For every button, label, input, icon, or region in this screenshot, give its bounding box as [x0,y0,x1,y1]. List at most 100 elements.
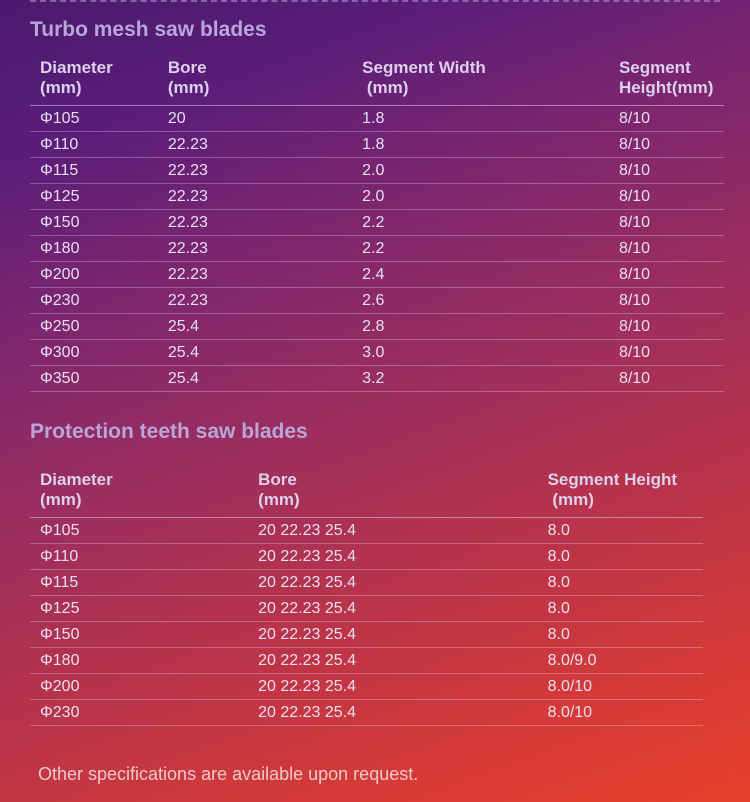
table-cell: 8.0 [542,596,704,622]
table-cell: 2.6 [356,288,613,314]
table-cell: Φ180 [30,236,162,262]
table-row: Φ25025.42.88/10 [30,314,724,340]
table-cell: 22.23 [162,236,356,262]
table-cell: Φ105 [30,106,162,132]
table-row: Φ11522.232.08/10 [30,158,724,184]
col-diameter: Diameter(mm) [30,54,162,106]
table-cell: 25.4 [162,340,356,366]
section-title-protection: Protection teeth saw blades [30,420,724,444]
table-cell: Φ230 [30,288,162,314]
col-bore: Bore(mm) [162,54,356,106]
table-cell: 2.4 [356,262,613,288]
table-row: Φ20022.232.48/10 [30,262,724,288]
table-cell: Φ115 [30,158,162,184]
table-cell: Φ200 [30,262,162,288]
table-cell: 25.4 [162,366,356,392]
table-row: Φ30025.43.08/10 [30,340,724,366]
table-cell: 22.23 [162,288,356,314]
table-cell: 8/10 [613,158,724,184]
table-row: Φ10520 22.23 25.48.0 [30,518,703,544]
table-cell: 8/10 [613,106,724,132]
footer-note: Other specifications are available upon … [38,764,724,785]
table-cell: 20 22.23 25.4 [252,700,541,726]
table-cell: 20 22.23 25.4 [252,518,541,544]
table-cell: 3.2 [356,366,613,392]
protection-tbody: Φ10520 22.23 25.48.0Φ11020 22.23 25.48.0… [30,518,703,726]
table-cell: 8/10 [613,366,724,392]
content-wrapper: Turbo mesh saw blades Diameter(mm) Bore(… [0,0,750,785]
table-header-row: Diameter(mm) Bore(mm) Segment Height (mm… [30,466,703,518]
table-cell: 22.23 [162,210,356,236]
table-cell: 8.0/10 [542,674,704,700]
table-cell: 8.0 [542,544,704,570]
table-row: Φ11020 22.23 25.48.0 [30,544,703,570]
section-title-turbo: Turbo mesh saw blades [30,18,724,42]
table-cell: Φ150 [30,210,162,236]
table-cell: 22.23 [162,158,356,184]
table-row: Φ11520 22.23 25.48.0 [30,570,703,596]
table-cell: 20 22.23 25.4 [252,544,541,570]
table-cell: Φ200 [30,674,252,700]
table-cell: 22.23 [162,184,356,210]
table-cell: Φ350 [30,366,162,392]
table-cell: 1.8 [356,132,613,158]
table-cell: 2.0 [356,158,613,184]
table-cell: 22.23 [162,132,356,158]
table-cell: 2.2 [356,210,613,236]
table-header-row: Diameter(mm) Bore(mm) Segment Width (mm)… [30,54,724,106]
table-cell: 8/10 [613,210,724,236]
table-row: Φ105201.88/10 [30,106,724,132]
table-cell: Φ110 [30,132,162,158]
table-row: Φ23020 22.23 25.48.0/10 [30,700,703,726]
table-cell: 8/10 [613,314,724,340]
table-row: Φ15022.232.28/10 [30,210,724,236]
turbo-tbody: Φ105201.88/10Φ11022.231.88/10Φ11522.232.… [30,106,724,392]
table-cell: Φ300 [30,340,162,366]
dashed-divider [30,0,720,4]
table-cell: Φ115 [30,570,252,596]
table-cell: 20 22.23 25.4 [252,570,541,596]
table-row: Φ11022.231.88/10 [30,132,724,158]
table-cell: 8/10 [613,340,724,366]
table-row: Φ35025.43.28/10 [30,366,724,392]
table-row: Φ15020 22.23 25.48.0 [30,622,703,648]
turbo-mesh-table: Diameter(mm) Bore(mm) Segment Width (mm)… [30,54,724,392]
table-cell: 3.0 [356,340,613,366]
table-row: Φ12522.232.08/10 [30,184,724,210]
table-cell: 1.8 [356,106,613,132]
table-cell: 8.0 [542,570,704,596]
table-row: Φ20020 22.23 25.48.0/10 [30,674,703,700]
table-cell: 20 22.23 25.4 [252,648,541,674]
table-cell: Φ105 [30,518,252,544]
table-cell: 8.0/9.0 [542,648,704,674]
col-bore: Bore(mm) [252,466,541,518]
table-cell: 8/10 [613,236,724,262]
table-row: Φ23022.232.68/10 [30,288,724,314]
table-cell: Φ125 [30,596,252,622]
table-row: Φ18020 22.23 25.48.0/9.0 [30,648,703,674]
table-cell: Φ110 [30,544,252,570]
table-cell: 8/10 [613,288,724,314]
table-cell: 8.0 [542,622,704,648]
col-segment-width: Segment Width (mm) [356,54,613,106]
table-cell: Φ125 [30,184,162,210]
table-cell: 20 [162,106,356,132]
table-cell: 20 22.23 25.4 [252,622,541,648]
table-cell: Φ230 [30,700,252,726]
col-segment-height: Segment Height (mm) [542,466,704,518]
protection-teeth-table: Diameter(mm) Bore(mm) Segment Height (mm… [30,466,703,726]
table-cell: 2.2 [356,236,613,262]
table-cell: Φ150 [30,622,252,648]
col-segment-height: SegmentHeight(mm) [613,54,724,106]
table-cell: 20 22.23 25.4 [252,674,541,700]
table-cell: Φ250 [30,314,162,340]
table-cell: 22.23 [162,262,356,288]
table-cell: Φ180 [30,648,252,674]
table-cell: 2.0 [356,184,613,210]
table-cell: 8.0 [542,518,704,544]
table-cell: 8/10 [613,262,724,288]
table-row: Φ18022.232.28/10 [30,236,724,262]
table-cell: 20 22.23 25.4 [252,596,541,622]
table-cell: 25.4 [162,314,356,340]
table-cell: 8.0/10 [542,700,704,726]
